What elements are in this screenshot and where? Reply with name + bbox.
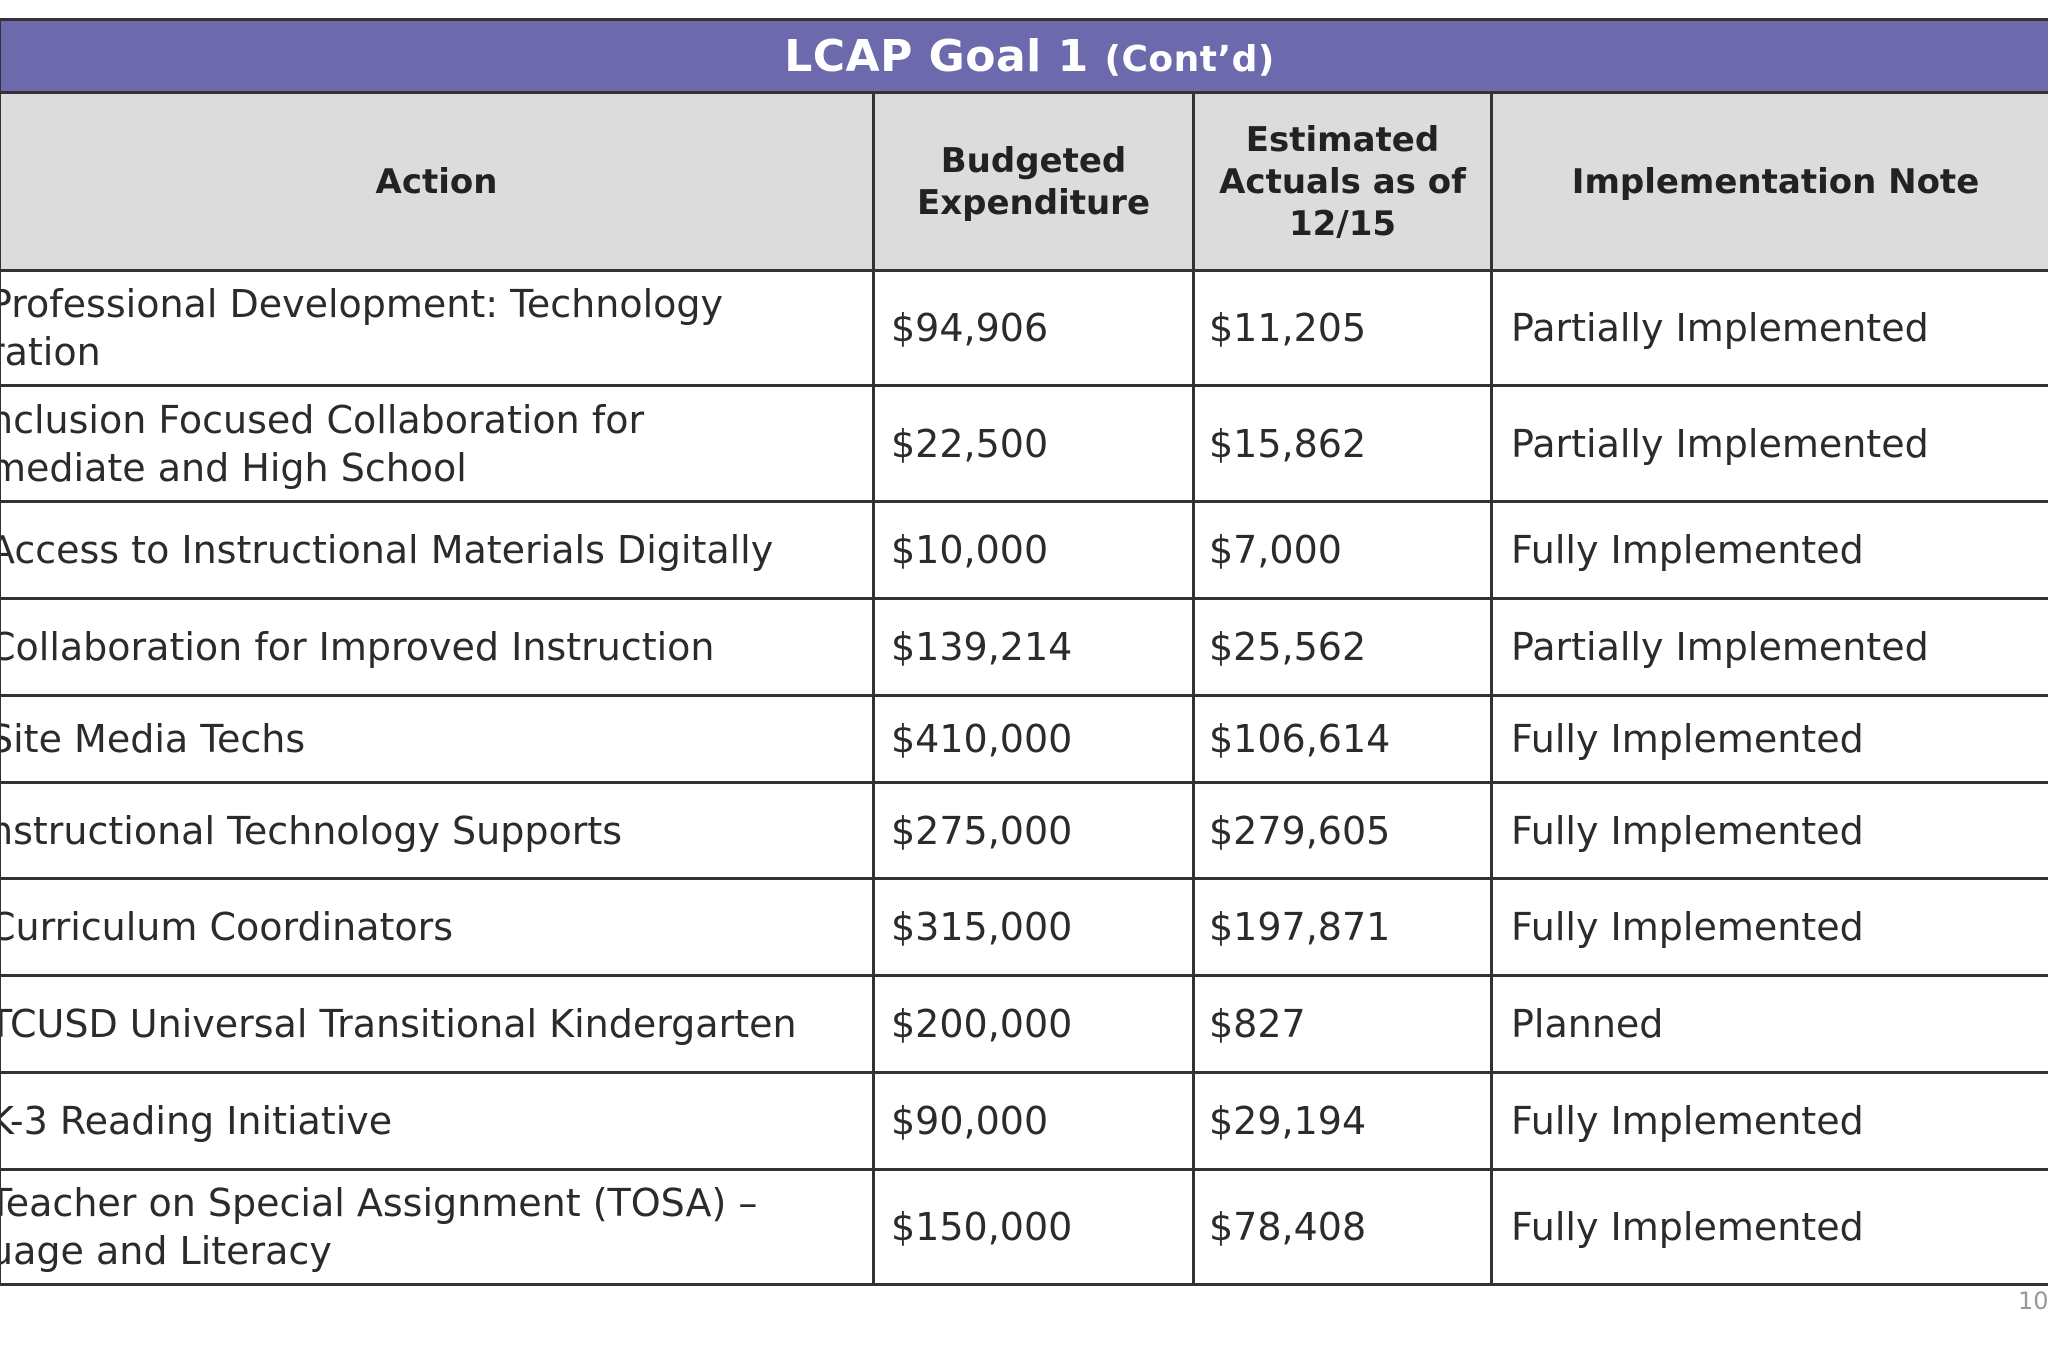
- estimated-cell: $78,408: [1192, 1168, 1493, 1286]
- estimated-cell: $29,194: [1192, 1071, 1493, 1171]
- estimated-cell: $827: [1192, 974, 1493, 1074]
- note-cell: Planned: [1489, 974, 2048, 1074]
- action-cell: nclusion Focused Collaboration for media…: [0, 384, 875, 503]
- budgeted-cell: $150,000: [872, 1168, 1195, 1286]
- table-row: Site Media Techs $410,000 $106,614 Fully…: [0, 694, 2048, 784]
- action-text: K-3 Reading Initiative: [0, 1099, 393, 1143]
- action-cell: Teacher on Special Assignment (TOSA) – u…: [0, 1168, 875, 1286]
- table-title: LCAP Goal 1 (Cont’d): [0, 18, 2048, 94]
- estimated-cell: $11,205: [1192, 269, 1493, 387]
- action-text: Collaboration for Improved Instruction: [0, 625, 715, 669]
- action-cell: TCUSD Universal Transitional Kindergarte…: [0, 974, 875, 1074]
- table-row: TCUSD Universal Transitional Kindergarte…: [0, 974, 2048, 1074]
- estimated-cell: $25,562: [1192, 597, 1493, 697]
- note-cell: Fully Implemented: [1489, 1168, 2048, 1286]
- action-cell: Access to Instructional Materials Digita…: [0, 500, 875, 600]
- table-title-main: LCAP Goal 1: [784, 30, 1089, 82]
- action-text: TCUSD Universal Transitional Kindergarte…: [0, 1002, 797, 1046]
- table-row: Teacher on Special Assignment (TOSA) – u…: [0, 1168, 2048, 1286]
- note-cell: Fully Implemented: [1489, 1071, 2048, 1171]
- action-cell: nstructional Technology Supports: [0, 781, 875, 880]
- estimated-cell: $7,000: [1192, 500, 1493, 600]
- table-row: Collaboration for Improved Instruction $…: [0, 597, 2048, 697]
- budgeted-cell: $139,214: [872, 597, 1195, 697]
- note-cell: Partially Implemented: [1489, 384, 2048, 503]
- estimated-cell: $106,614: [1192, 694, 1493, 784]
- lcap-goal-table: LCAP Goal 1 (Cont’d) Action Budgeted Exp…: [0, 18, 2048, 1286]
- budgeted-cell: $275,000: [872, 781, 1195, 880]
- action-text: nclusion Focused Collaboration for media…: [0, 397, 645, 490]
- budgeted-cell: $410,000: [872, 694, 1195, 784]
- column-header-budgeted: Budgeted Expenditure: [872, 91, 1195, 272]
- table-row: Curriculum Coordinators $315,000 $197,87…: [0, 877, 2048, 977]
- note-cell: Fully Implemented: [1489, 877, 2048, 977]
- estimated-cell: $279,605: [1192, 781, 1493, 880]
- budgeted-cell: $10,000: [872, 500, 1195, 600]
- column-header-note: Implementation Note: [1489, 91, 2048, 272]
- page-number: 10: [2018, 1287, 2048, 1315]
- table-row: Professional Development: Technology rat…: [0, 269, 2048, 387]
- budgeted-cell: $22,500: [872, 384, 1195, 503]
- action-text: Curriculum Coordinators: [0, 905, 454, 949]
- action-text: nstructional Technology Supports: [0, 808, 623, 853]
- action-text: Access to Instructional Materials Digita…: [0, 528, 774, 572]
- note-cell: Partially Implemented: [1489, 269, 2048, 387]
- budgeted-cell: $94,906: [872, 269, 1195, 387]
- table-row: K-3 Reading Initiative $90,000 $29,194 F…: [0, 1071, 2048, 1171]
- estimated-cell: $197,871: [1192, 877, 1493, 977]
- column-header-row: Action Budgeted Expenditure Estimated Ac…: [0, 91, 2048, 272]
- action-cell: Professional Development: Technology rat…: [0, 269, 875, 387]
- action-text: Site Media Techs: [0, 717, 306, 761]
- action-cell: K-3 Reading Initiative: [0, 1071, 875, 1171]
- table-title-sub: (Cont’d): [1104, 38, 1275, 80]
- column-header-action: Action: [0, 91, 875, 272]
- action-cell: Curriculum Coordinators: [0, 877, 875, 977]
- table-title-row: LCAP Goal 1 (Cont’d): [0, 18, 2048, 94]
- table-row: nclusion Focused Collaboration for media…: [0, 384, 2048, 503]
- budgeted-cell: $90,000: [872, 1071, 1195, 1171]
- note-cell: Fully Implemented: [1489, 694, 2048, 784]
- action-cell: Collaboration for Improved Instruction: [0, 597, 875, 697]
- table-row: Access to Instructional Materials Digita…: [0, 500, 2048, 600]
- note-cell: Partially Implemented: [1489, 597, 2048, 697]
- note-cell: Fully Implemented: [1489, 781, 2048, 880]
- estimated-cell: $15,862: [1192, 384, 1493, 503]
- column-header-estimated: Estimated Actuals as of 12/15: [1192, 91, 1493, 272]
- budgeted-cell: $315,000: [872, 877, 1195, 977]
- note-cell: Fully Implemented: [1489, 500, 2048, 600]
- budgeted-cell: $200,000: [872, 974, 1195, 1074]
- action-text: Teacher on Special Assignment (TOSA) – u…: [0, 1181, 758, 1273]
- table-row: nstructional Technology Supports $275,00…: [0, 781, 2048, 880]
- action-text: Professional Development: Technology rat…: [0, 282, 724, 374]
- action-cell: Site Media Techs: [0, 694, 875, 784]
